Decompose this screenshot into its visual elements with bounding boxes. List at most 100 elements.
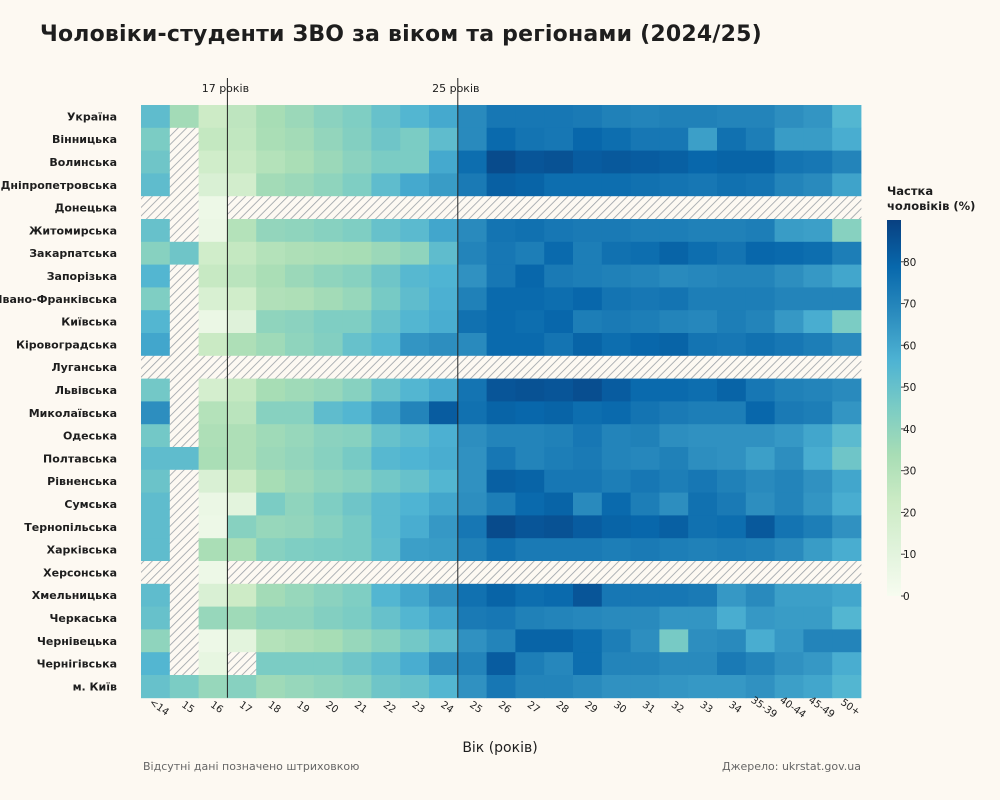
heatmap-cell <box>141 561 171 585</box>
heatmap-cell <box>227 105 257 129</box>
heatmap-cell <box>573 675 603 699</box>
heatmap-cell <box>285 355 315 379</box>
heatmap-cell <box>515 241 545 265</box>
heatmap-cell <box>774 583 804 607</box>
heatmap-cell <box>198 310 228 334</box>
heatmap-cell <box>688 606 718 630</box>
heatmap-cell <box>313 401 343 425</box>
heatmap-cell <box>803 469 833 493</box>
heatmap-cell <box>601 196 631 220</box>
column-label: 18 <box>266 700 283 716</box>
heatmap-cell <box>544 469 574 493</box>
heatmap-cell <box>601 606 631 630</box>
heatmap-cell <box>832 629 862 653</box>
heatmap-cell <box>256 583 286 607</box>
heatmap-cell <box>400 378 430 402</box>
heatmap-cell <box>745 538 775 562</box>
heatmap-cell <box>371 105 401 129</box>
heatmap-cell <box>429 310 459 334</box>
heatmap-cell <box>630 287 660 311</box>
heatmap-cell <box>659 264 689 288</box>
heatmap-cell <box>688 127 718 151</box>
heatmap-cell <box>803 173 833 197</box>
row-label: Закарпатська <box>29 247 117 260</box>
heatmap-cell <box>285 173 315 197</box>
heatmap-cell <box>688 652 718 676</box>
heatmap-cell <box>544 561 574 585</box>
heatmap-cell <box>630 173 660 197</box>
heatmap-cell <box>285 378 315 402</box>
heatmap-cell <box>745 241 775 265</box>
heatmap-cell <box>573 583 603 607</box>
heatmap-cell <box>601 561 631 585</box>
heatmap-cell <box>774 424 804 448</box>
heatmap-cell <box>659 355 689 379</box>
heatmap-cell <box>342 378 372 402</box>
heatmap-cell <box>659 469 689 493</box>
heatmap-cell <box>659 196 689 220</box>
row-label: Одеська <box>63 430 117 443</box>
heatmap-cell <box>457 606 487 630</box>
heatmap-cell <box>227 515 257 539</box>
heatmap-cell <box>601 652 631 676</box>
heatmap-cell <box>429 378 459 402</box>
heatmap-cell <box>313 196 343 220</box>
heatmap-cell <box>227 424 257 448</box>
heatmap-cell <box>688 264 718 288</box>
heatmap-cell <box>227 652 257 676</box>
heatmap-cell <box>198 469 228 493</box>
heatmap-cell <box>601 219 631 243</box>
heatmap-cell <box>285 150 315 174</box>
heatmap-cell <box>573 378 603 402</box>
heatmap-cell <box>400 652 430 676</box>
heatmap-cell <box>486 310 516 334</box>
heatmap-cell <box>256 515 286 539</box>
row-label: Київська <box>61 316 117 329</box>
heatmap-cell <box>573 561 603 585</box>
heatmap-cell <box>717 241 747 265</box>
heatmap-cell <box>141 355 171 379</box>
reference-line-label: 17 років <box>202 82 249 95</box>
heatmap-cell <box>688 561 718 585</box>
heatmap-cell <box>457 652 487 676</box>
heatmap-cell <box>486 469 516 493</box>
heatmap-cell <box>227 173 257 197</box>
heatmap-cell <box>198 333 228 357</box>
column-label: <14 <box>147 697 171 718</box>
heatmap-cell <box>832 652 862 676</box>
heatmap-cell <box>544 583 574 607</box>
heatmap-cell <box>717 150 747 174</box>
heatmap-cell <box>486 515 516 539</box>
heatmap-cell <box>141 150 171 174</box>
heatmap-cell <box>371 561 401 585</box>
row-label: Харківська <box>47 544 117 557</box>
heatmap-cell <box>227 264 257 288</box>
heatmap-cell <box>198 629 228 653</box>
heatmap-cell <box>601 469 631 493</box>
heatmap-cell <box>515 401 545 425</box>
heatmap-cell <box>573 606 603 630</box>
column-label: 31 <box>640 700 657 716</box>
heatmap-cell <box>285 264 315 288</box>
heatmap-cell <box>198 606 228 630</box>
heatmap-cell <box>515 378 545 402</box>
colorbar-tick-label: 80 <box>903 257 916 269</box>
heatmap-cell <box>342 355 372 379</box>
heatmap-cell <box>342 629 372 653</box>
heatmap-cell <box>285 538 315 562</box>
heatmap-cell <box>544 264 574 288</box>
heatmap-cell <box>745 652 775 676</box>
heatmap-cell <box>400 150 430 174</box>
heatmap-cell <box>601 424 631 448</box>
heatmap-cell <box>198 561 228 585</box>
colorbar-tick-label: 70 <box>903 299 916 311</box>
heatmap-cell <box>688 355 718 379</box>
heatmap-cell <box>803 287 833 311</box>
heatmap-cell <box>141 492 171 516</box>
heatmap-cell <box>659 401 689 425</box>
heatmap-cell <box>630 538 660 562</box>
heatmap-cell <box>141 310 171 334</box>
heatmap-cell <box>659 287 689 311</box>
heatmap-cell <box>457 538 487 562</box>
heatmap-cell <box>745 173 775 197</box>
